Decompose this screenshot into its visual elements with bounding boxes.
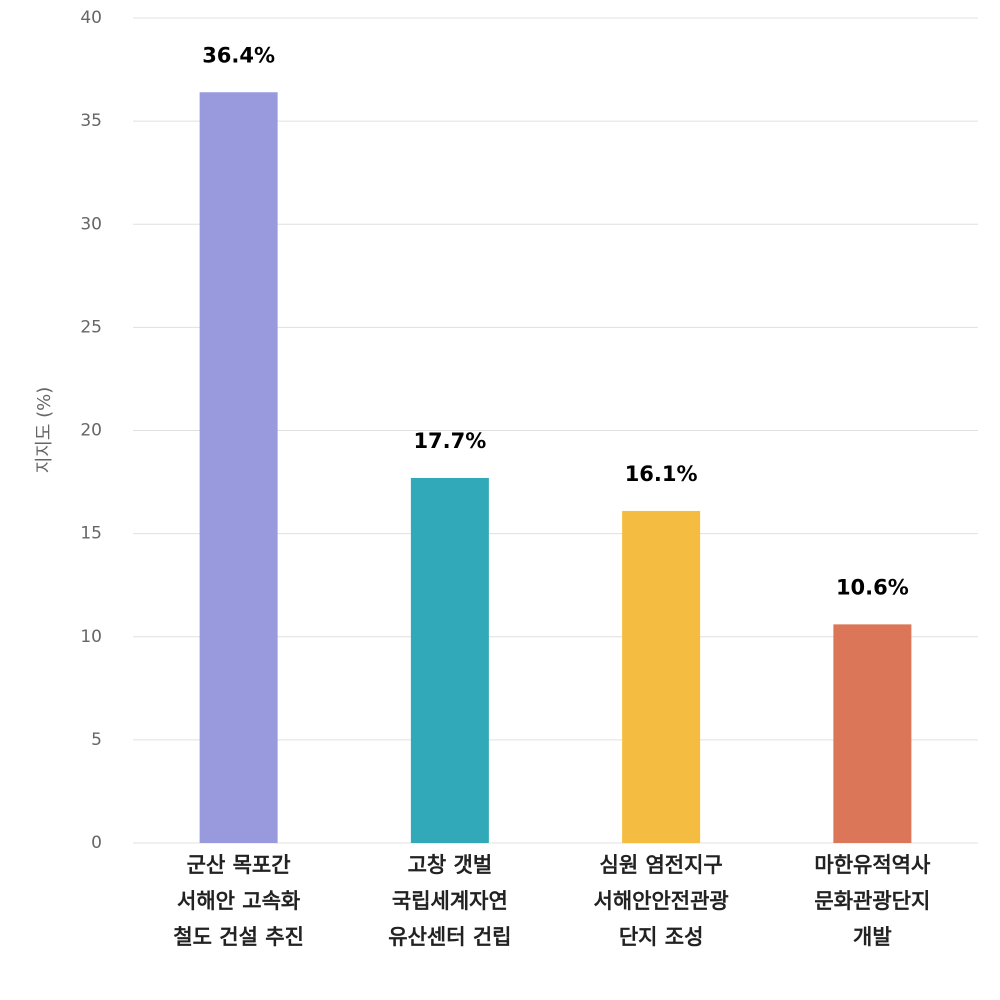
x-tick-label: 문화관광단지 — [814, 889, 930, 913]
bar — [199, 92, 278, 843]
y-tick-label: 30 — [80, 214, 102, 234]
value-label: 36.4% — [202, 43, 275, 67]
x-tick-label: 서해안안전관광 — [594, 889, 729, 913]
y-tick-label: 40 — [80, 8, 102, 28]
x-tick-label: 서해안 고속화 — [177, 889, 301, 913]
y-tick-label: 20 — [80, 421, 102, 441]
value-label: 16.1% — [625, 462, 698, 486]
y-tick-label: 35 — [80, 111, 102, 131]
x-tick-label: 고창 갯벌 — [408, 853, 493, 877]
y-tick-label: 5 — [91, 730, 102, 750]
x-tick-label: 철도 건설 추진 — [173, 925, 304, 949]
x-tick-label: 마한유적역사 — [814, 853, 931, 877]
x-tick-label: 국립세계자연 — [392, 889, 508, 913]
bar — [622, 510, 701, 843]
bar — [410, 477, 489, 843]
value-label: 17.7% — [413, 429, 486, 453]
bar — [833, 624, 912, 843]
y-tick-label: 10 — [80, 627, 102, 647]
y-tick-label: 15 — [80, 524, 102, 544]
x-tick-label: 단지 조성 — [619, 925, 704, 949]
x-tick-label: 개발 — [853, 925, 892, 949]
y-tick-label: 0 — [91, 833, 102, 853]
y-tick-label: 25 — [80, 317, 102, 337]
value-label: 10.6% — [836, 575, 909, 599]
x-tick-label: 유산센터 건립 — [388, 925, 511, 949]
x-tick-label: 군산 목포간 — [187, 853, 291, 877]
x-tick-label: 심원 염전지구 — [600, 853, 723, 877]
y-axis-label: 지지도 (%) — [34, 387, 55, 474]
